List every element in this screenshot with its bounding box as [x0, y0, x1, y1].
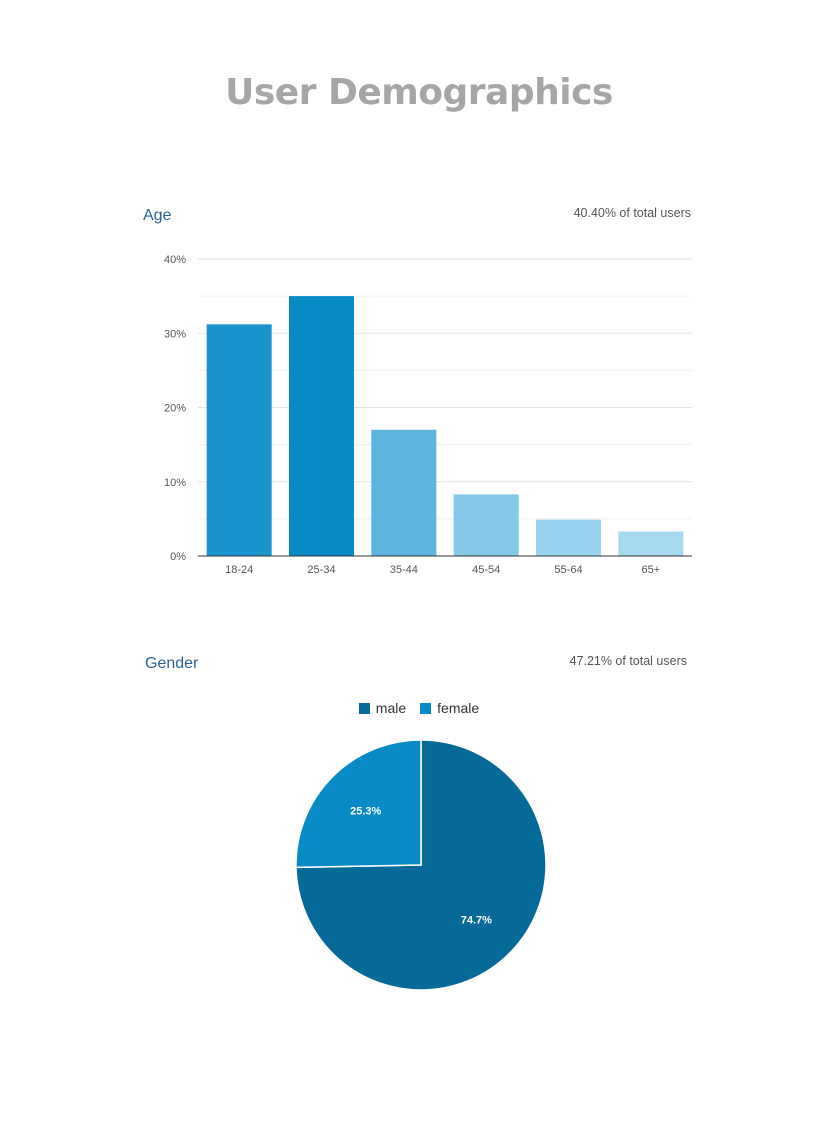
legend-swatch-male	[358, 702, 370, 714]
pie-label-female: 25.3%	[350, 806, 381, 818]
legend-item-female[interactable]: female	[420, 700, 479, 716]
pie-label-male: 74.7%	[461, 914, 492, 926]
x-tick-label: 18-24	[225, 564, 253, 576]
page-title: User Demographics	[225, 72, 613, 113]
legend-swatch-female	[420, 702, 432, 714]
age-bar-25-34[interactable]	[289, 296, 354, 556]
x-tick-label: 45-54	[472, 564, 500, 576]
y-tick-label: 10%	[164, 477, 186, 489]
age-bar-55-64[interactable]	[536, 519, 601, 556]
gender-legend: male female	[0, 700, 838, 716]
x-tick-label: 25-34	[307, 564, 335, 576]
legend-label-male: male	[375, 700, 407, 716]
y-tick-label: 30%	[164, 328, 186, 340]
age-bar-chart: 0% 10% 20% 30% 40% 18-24 25-34 35-44 45-54 55-64 6…	[164, 254, 692, 576]
age-chart-title: Age	[143, 207, 172, 224]
legend-label-female: female	[437, 700, 480, 716]
x-tick-label: 65+	[641, 564, 660, 576]
x-tick-label: 55-64	[554, 564, 582, 576]
pie-slice-female[interactable]	[295, 739, 422, 869]
y-tick-label: 40%	[164, 254, 186, 266]
legend-item-male[interactable]: male	[358, 700, 407, 716]
age-bar-65+[interactable]	[618, 531, 684, 556]
age-bar-18-24[interactable]	[206, 324, 272, 556]
age-bar-45-54[interactable]	[453, 494, 519, 556]
age-total-users-stat: 40.40% of total users	[573, 206, 691, 220]
x-tick-label: 35-44	[390, 564, 418, 576]
gender-chart-title: Gender	[145, 655, 199, 672]
y-tick-label: 20%	[164, 403, 186, 415]
gender-total-users-stat: 47.21% of total users	[569, 654, 687, 668]
y-tick-label: 0%	[170, 551, 186, 563]
age-bar-35-44[interactable]	[371, 429, 437, 556]
